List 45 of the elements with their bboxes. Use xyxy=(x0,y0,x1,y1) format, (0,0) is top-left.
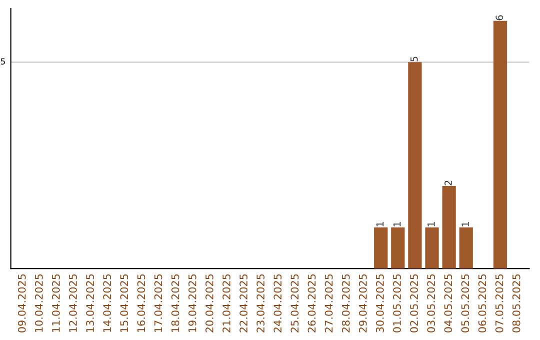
x-tick-label: 16.04.2025 xyxy=(137,274,146,332)
x-tick-label: 07.05.2025 xyxy=(495,274,504,332)
data-label: 1 xyxy=(428,222,435,226)
bar xyxy=(408,62,422,269)
x-tick-label: 29.04.2025 xyxy=(358,274,367,332)
x-tick-label: 13.04.2025 xyxy=(86,274,94,332)
data-label: 1 xyxy=(462,222,469,226)
x-tick-label: 22.04.2025 xyxy=(240,274,248,332)
x-tick-label: 23.04.2025 xyxy=(256,274,264,332)
x-tick-label: 09.04.2025 xyxy=(18,274,26,332)
x-tick-label: 14.04.2025 xyxy=(103,274,112,332)
bar xyxy=(374,227,388,269)
x-tick-label: 30.04.2025 xyxy=(376,274,384,332)
x-tick-label: 26.04.2025 xyxy=(308,274,316,332)
data-label: 6 xyxy=(496,15,504,20)
x-tick-label: 04.05.2025 xyxy=(444,274,452,332)
data-label: 5 xyxy=(410,56,418,62)
ref-line-label: 5 xyxy=(0,58,5,65)
x-tick-label: 20.04.2025 xyxy=(205,274,214,332)
x-tick-label: 15.04.2025 xyxy=(120,274,128,332)
bar xyxy=(459,227,473,269)
x-tick-label: 02.05.2025 xyxy=(410,274,418,332)
x-tick-label: 19.04.2025 xyxy=(188,274,196,332)
x-tick-label: 10.04.2025 xyxy=(34,274,43,332)
bar xyxy=(425,227,439,269)
x-tick-label: 11.04.2025 xyxy=(52,274,60,332)
x-tick-label: 08.05.2025 xyxy=(512,274,520,332)
x-tick-label: 18.04.2025 xyxy=(171,274,180,332)
data-label: 1 xyxy=(393,222,401,226)
data-label: 1 xyxy=(376,222,384,226)
x-tick-label: 25.04.2025 xyxy=(290,274,299,332)
x-tick-label: 28.04.2025 xyxy=(342,274,350,332)
x-tick-label: 06.05.2025 xyxy=(478,274,486,332)
x-tick-label: 21.04.2025 xyxy=(222,274,230,332)
x-tick-label: 03.05.2025 xyxy=(427,274,436,332)
bar xyxy=(493,20,508,269)
x-tick-label: 01.05.2025 xyxy=(393,274,401,332)
x-tick-label: 12.04.2025 xyxy=(69,274,77,332)
x-tick-label: 27.04.2025 xyxy=(324,274,333,332)
x-tick-label: 05.05.2025 xyxy=(461,274,470,332)
data-label: 2 xyxy=(444,180,452,186)
x-tick-label: 17.04.2025 xyxy=(154,274,162,332)
bar xyxy=(442,186,456,269)
bar xyxy=(391,227,405,269)
x-tick-label: 24.04.2025 xyxy=(274,274,282,332)
